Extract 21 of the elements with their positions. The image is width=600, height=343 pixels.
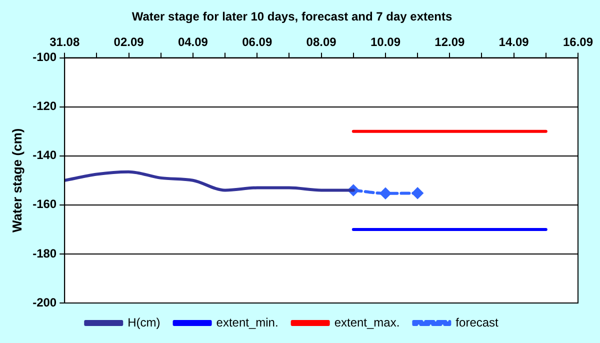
x-tick-label: 16.09: [562, 34, 594, 49]
y-tick-label: -100: [32, 50, 57, 64]
legend-label: extent_max.: [334, 315, 400, 330]
legend-label: forecast: [456, 315, 500, 330]
y-axis-title: Water stage (cm): [9, 128, 24, 233]
y-tick-label: -160: [32, 197, 57, 212]
y-tick-label: -200: [32, 295, 57, 310]
x-tick-label: 08.09: [306, 34, 337, 49]
x-tick-label: 04.09: [178, 34, 208, 49]
x-tick-label: 02.09: [114, 34, 144, 49]
y-tick-label: -180: [32, 246, 57, 260]
x-tick-label: 10.09: [370, 34, 401, 49]
x-tick-label: 31.08: [50, 34, 80, 49]
x-tick-label: 14.09: [498, 34, 530, 49]
x-tick-label: 12.09: [434, 34, 465, 49]
y-tick-label: -120: [32, 99, 57, 114]
chart-title: Water stage for later 10 days, forecast and 7 day extents: [132, 10, 452, 24]
y-tick-label: -140: [32, 148, 57, 162]
legend-label: extent_min.: [216, 315, 278, 330]
legend-label: H(cm): [128, 315, 160, 330]
x-tick-label: 06.09: [242, 34, 272, 49]
